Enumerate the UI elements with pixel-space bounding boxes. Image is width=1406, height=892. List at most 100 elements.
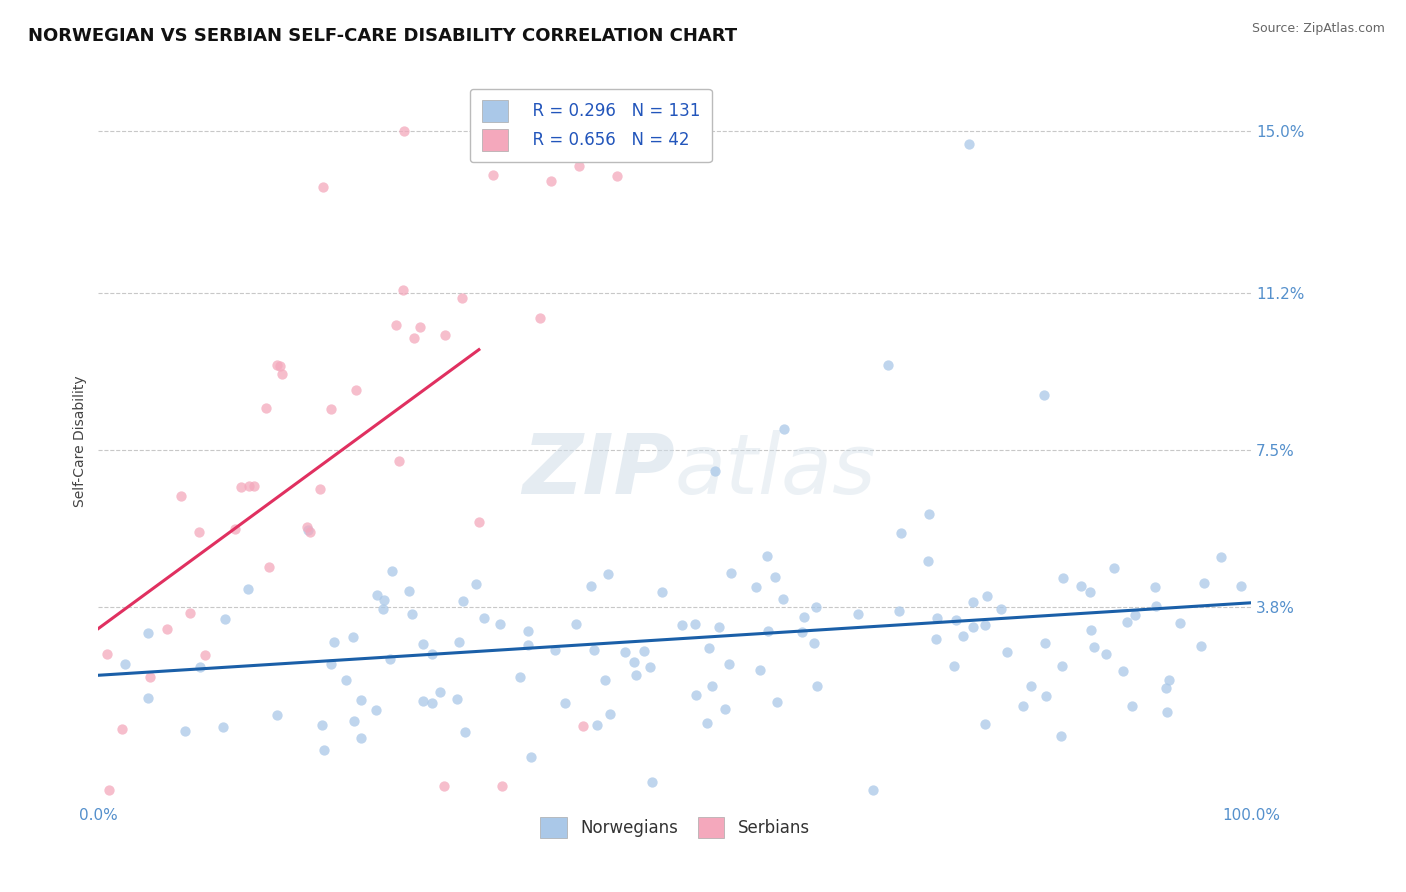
Point [464,577,486,591]
Point [447,635,470,649]
Point [1192,576,1215,591]
Point [1032,388,1054,402]
Point [974,618,997,632]
Point [671,618,693,632]
Point [756,624,779,639]
Point [624,667,647,681]
Point [378,652,401,666]
Point [136,691,159,706]
Point [312,743,335,757]
Point [790,624,813,639]
Point [259,560,281,574]
Point [962,620,984,634]
Point [848,607,870,621]
Point [188,659,211,673]
Point [388,454,411,468]
Point [540,174,562,188]
Point [1052,570,1074,584]
Point [114,657,136,672]
Point [96,647,118,661]
Point [640,660,662,674]
Point [1033,636,1056,650]
Point [364,703,387,717]
Point [925,611,948,625]
Point [170,489,193,503]
Point [793,609,815,624]
Legend: Norwegians, Serbians: Norwegians, Serbians [533,810,817,845]
Point [319,401,342,416]
Point [748,664,770,678]
Point [925,632,948,646]
Point [957,136,980,151]
Point [295,520,318,534]
Point [381,564,404,578]
Point [1019,679,1042,693]
Point [156,622,179,636]
Point [321,657,343,672]
Point [623,655,645,669]
Point [1012,698,1035,713]
Point [588,103,610,117]
Point [402,331,425,345]
Point [1154,681,1177,695]
Text: ZIP: ZIP [522,430,675,511]
Point [763,570,786,584]
Point [804,600,827,615]
Point [398,584,420,599]
Point [297,523,319,537]
Point [412,693,434,707]
Point [952,629,974,643]
Point [1035,689,1057,703]
Point [392,283,415,297]
Point [224,522,246,536]
Point [385,318,408,332]
Point [651,585,673,599]
Point [568,159,591,173]
Point [571,719,593,733]
Point [238,479,260,493]
Point [420,647,443,661]
Point [420,696,443,710]
Point [468,516,491,530]
Point [718,657,741,671]
Point [98,783,121,797]
Point [179,606,201,620]
Point [344,384,367,398]
Point [696,716,718,731]
Point [312,179,335,194]
Point [350,693,373,707]
Point [700,679,723,693]
Point [1111,664,1133,678]
Point [1144,599,1167,613]
Point [392,124,415,138]
Point [890,525,912,540]
Point [596,566,619,581]
Point [269,359,291,374]
Point [756,549,779,563]
Point [554,696,576,710]
Point [266,358,288,372]
Point [298,525,321,540]
Point [343,714,366,728]
Point [889,603,911,617]
Point [373,593,395,607]
Point [412,637,434,651]
Point [271,367,294,381]
Point [862,783,884,797]
Point [990,602,1012,616]
Point [1080,585,1102,599]
Point [1168,615,1191,630]
Point [606,169,628,183]
Point [720,566,742,581]
Point [491,779,513,793]
Point [434,328,457,343]
Point [454,725,477,739]
Point [451,291,474,305]
Point [446,692,468,706]
Point [1159,673,1181,687]
Point [188,524,211,539]
Point [139,670,162,684]
Point [136,626,159,640]
Point [593,673,616,688]
Point [472,611,495,625]
